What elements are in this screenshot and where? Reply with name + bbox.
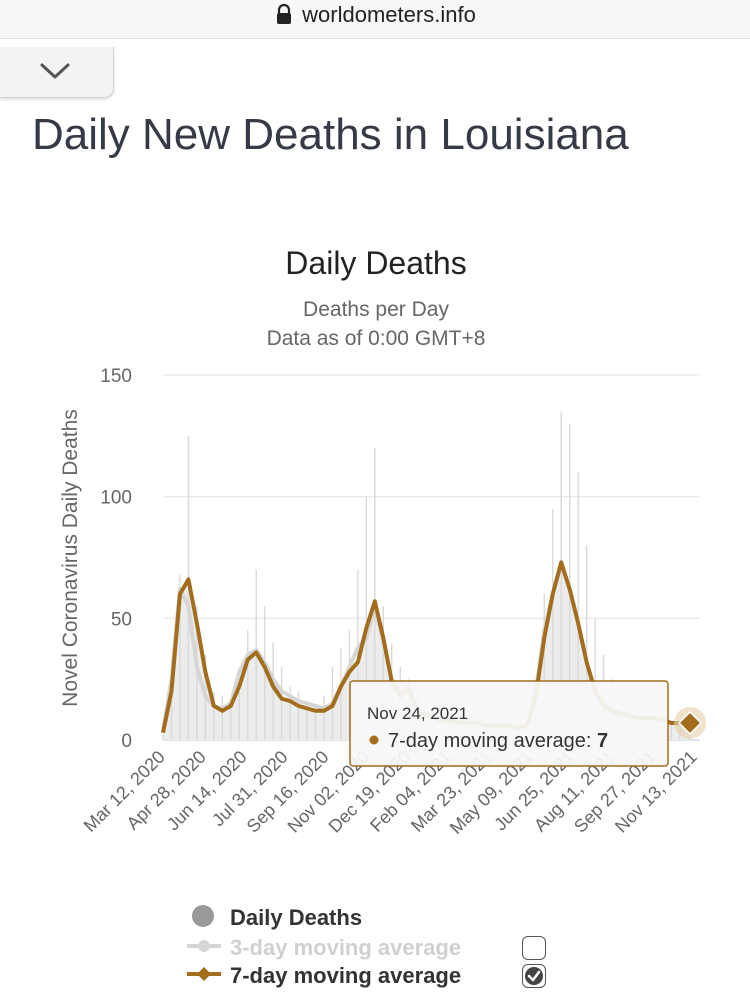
legend-item-daily-deaths[interactable]: Daily Deaths (185, 902, 555, 930)
chart-subtitle-1: Deaths per Day (303, 298, 449, 321)
legend-label-daily-deaths: Daily Deaths (230, 905, 363, 930)
hover-point (674, 706, 706, 739)
collapse-tab-button[interactable] (0, 47, 114, 98)
y-tick-label-100: 100 (100, 488, 132, 509)
legend-label-3-day-average: 3-day moving average (230, 935, 462, 960)
tooltip-label: 7-day moving average: (388, 730, 597, 752)
hover-diamond-marker (677, 710, 703, 736)
y-axis-ticks: 0 50 100 150 (100, 366, 132, 752)
page-title: Daily New Deaths in Louisiana (32, 110, 629, 159)
chevron-down-icon (40, 63, 70, 79)
chart-subtitle-2: Data as of 0:00 GMT+8 (267, 327, 486, 350)
checkbox-3-day-average[interactable] (522, 936, 546, 960)
browser-url-bar[interactable]: worldometers.info (0, 0, 750, 39)
tooltip-series-dot (369, 735, 379, 745)
tooltip-line: 7-day moving average: 7 (388, 730, 608, 752)
circle-marker-icon (192, 905, 214, 927)
y-axis-title: Novel Coronavirus Daily Deaths (59, 409, 82, 707)
legend-label-7-day-average: 7-day moving average (230, 963, 462, 988)
y-tick-label-150: 150 (100, 366, 132, 387)
lock-icon (277, 3, 292, 24)
chart-title: Daily Deaths (285, 245, 466, 281)
url-display[interactable]: worldometers.info (0, 2, 750, 28)
tooltip: Nov 24, 2021 7-day moving average: 7 (349, 680, 669, 767)
legend-item-7-day-average[interactable]: 7-day moving average (185, 960, 555, 988)
y-tick-label-50: 50 (111, 609, 132, 630)
line-diamond-marker-icon (187, 967, 221, 981)
legend-item-3-day-average[interactable]: 3-day moving average (185, 932, 555, 960)
url-text: worldometers.info (302, 2, 476, 27)
line-circle-marker-icon (187, 940, 221, 952)
y-tick-label-0: 0 (121, 731, 132, 752)
checkbox-7-day-average[interactable] (522, 964, 546, 988)
tooltip-date: Nov 24, 2021 (367, 704, 468, 723)
tooltip-box (349, 680, 669, 767)
check-icon (525, 967, 543, 985)
tooltip-value: 7 (597, 730, 608, 752)
